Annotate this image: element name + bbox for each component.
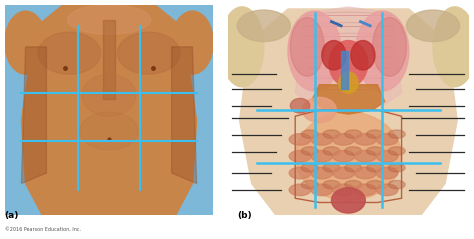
Ellipse shape: [388, 147, 405, 155]
Ellipse shape: [351, 41, 375, 70]
Ellipse shape: [289, 167, 311, 179]
Ellipse shape: [311, 134, 333, 145]
Ellipse shape: [356, 11, 409, 91]
Ellipse shape: [329, 41, 368, 87]
Ellipse shape: [345, 163, 362, 172]
Ellipse shape: [355, 134, 376, 145]
Ellipse shape: [322, 41, 346, 70]
Polygon shape: [239, 9, 457, 215]
Ellipse shape: [323, 147, 340, 155]
Ellipse shape: [433, 7, 474, 87]
Ellipse shape: [355, 184, 376, 196]
Ellipse shape: [331, 188, 365, 213]
Ellipse shape: [333, 134, 355, 145]
Ellipse shape: [345, 180, 362, 189]
Ellipse shape: [366, 163, 383, 172]
Ellipse shape: [172, 11, 213, 74]
Polygon shape: [172, 47, 197, 184]
Ellipse shape: [311, 167, 333, 179]
Ellipse shape: [289, 184, 311, 196]
Ellipse shape: [388, 180, 405, 189]
Polygon shape: [295, 7, 401, 110]
Ellipse shape: [376, 134, 398, 145]
Ellipse shape: [288, 11, 341, 91]
Polygon shape: [21, 47, 46, 184]
Polygon shape: [84, 0, 134, 30]
Ellipse shape: [291, 98, 310, 113]
Ellipse shape: [220, 7, 264, 87]
Ellipse shape: [301, 163, 318, 172]
Ellipse shape: [333, 167, 355, 179]
Ellipse shape: [291, 17, 324, 76]
Ellipse shape: [323, 180, 340, 189]
Ellipse shape: [388, 130, 405, 138]
Ellipse shape: [366, 130, 383, 138]
Ellipse shape: [339, 72, 358, 93]
Ellipse shape: [345, 130, 362, 138]
Ellipse shape: [301, 147, 318, 155]
Ellipse shape: [118, 32, 180, 74]
Ellipse shape: [302, 97, 336, 123]
Ellipse shape: [301, 130, 318, 138]
Ellipse shape: [388, 163, 405, 172]
Ellipse shape: [355, 167, 376, 179]
Ellipse shape: [80, 112, 138, 150]
Bar: [341, 51, 348, 89]
Ellipse shape: [67, 5, 151, 34]
Ellipse shape: [376, 150, 398, 162]
Ellipse shape: [323, 130, 340, 138]
Text: ©2016 Pearson Education, Inc.: ©2016 Pearson Education, Inc.: [5, 227, 81, 232]
Ellipse shape: [323, 163, 340, 172]
Ellipse shape: [373, 17, 406, 76]
Ellipse shape: [366, 180, 383, 189]
Ellipse shape: [38, 32, 100, 74]
Ellipse shape: [333, 184, 355, 196]
Ellipse shape: [345, 147, 362, 155]
Text: (b): (b): [237, 211, 252, 220]
Ellipse shape: [295, 112, 401, 200]
Ellipse shape: [311, 184, 333, 196]
Text: (a): (a): [5, 211, 19, 220]
Ellipse shape: [301, 180, 318, 189]
Ellipse shape: [376, 184, 398, 196]
Ellipse shape: [366, 147, 383, 155]
Polygon shape: [312, 85, 384, 114]
Ellipse shape: [311, 150, 333, 162]
Ellipse shape: [289, 150, 311, 162]
Ellipse shape: [406, 10, 460, 42]
Polygon shape: [42, 169, 176, 215]
Ellipse shape: [289, 134, 311, 145]
Polygon shape: [21, 5, 197, 215]
Bar: [103, 20, 115, 99]
Ellipse shape: [82, 74, 136, 116]
Ellipse shape: [333, 150, 355, 162]
Ellipse shape: [376, 167, 398, 179]
Ellipse shape: [5, 11, 46, 74]
Ellipse shape: [355, 150, 376, 162]
Ellipse shape: [237, 10, 291, 42]
